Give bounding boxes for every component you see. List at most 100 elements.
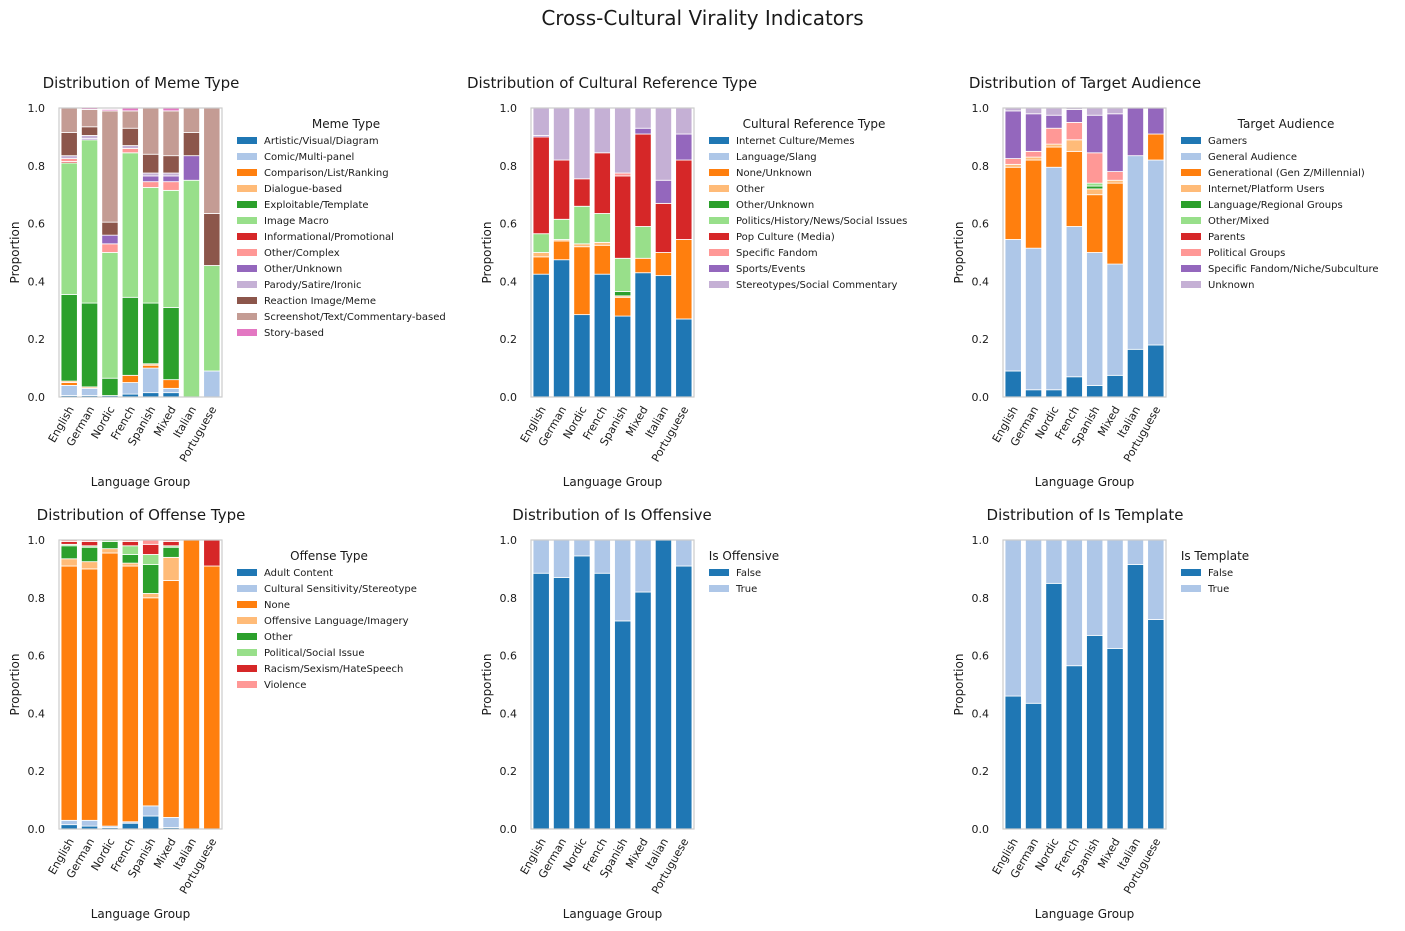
legend-label: Exploitable/Template	[264, 200, 369, 211]
bar-segment	[101, 377, 119, 396]
bar-segment	[1147, 107, 1165, 135]
bar-segment	[142, 172, 160, 177]
legend-label: None	[264, 600, 290, 611]
bar-segment	[60, 824, 78, 830]
bar-segment	[60, 162, 78, 295]
bar-segment	[81, 135, 99, 139]
bar-segment	[1065, 109, 1083, 123]
bar-segment	[162, 307, 180, 381]
bar-segment	[1086, 114, 1104, 154]
y-tick-label: 0.6	[28, 218, 46, 231]
legend-label: None/Unknown	[736, 168, 812, 179]
bar-segment	[1086, 539, 1104, 636]
y-tick-label: 1.0	[28, 102, 46, 115]
y-tick-label: 1.0	[972, 534, 990, 547]
bar-segment	[162, 387, 180, 394]
bar-segment	[121, 554, 139, 564]
bar-segment	[121, 152, 139, 298]
bar-segment	[675, 539, 693, 567]
bar-segment	[1106, 263, 1124, 376]
legend-swatch	[237, 297, 257, 304]
bar-segment	[1126, 155, 1144, 350]
bar-segment	[1025, 159, 1043, 249]
bar-segment	[81, 819, 99, 827]
bar-segment	[60, 565, 78, 821]
bar-segment	[1045, 127, 1063, 145]
bar-segment	[532, 572, 550, 830]
chart-title: Distribution of Meme Type	[43, 74, 240, 92]
bar-segment	[203, 265, 221, 372]
bar-segment	[553, 240, 571, 261]
bar-segment	[675, 318, 693, 398]
bar-segment	[634, 127, 652, 135]
bar-segment	[1126, 107, 1144, 157]
bar-segment	[593, 539, 611, 574]
bar-segment	[162, 541, 180, 547]
bar-segment	[203, 107, 221, 214]
legend-swatch	[709, 249, 729, 256]
bar-segment	[101, 234, 119, 245]
bar-segment	[162, 189, 180, 308]
bar-segment	[162, 392, 180, 398]
page-title: Cross-Cultural Virality Indicators	[541, 6, 864, 30]
y-axis-label: Proportion	[480, 654, 494, 716]
y-tick-label: 0.8	[500, 160, 518, 173]
y-tick-label: 0.8	[500, 592, 518, 605]
legend: Is Offensive False True	[709, 549, 779, 595]
bar-segment	[634, 272, 652, 398]
bar-segment	[1065, 226, 1083, 378]
bar-segment	[634, 226, 652, 259]
legend-label: Other/Unknown	[736, 200, 814, 211]
bar-segment	[60, 293, 78, 382]
bar-segment	[81, 568, 99, 821]
bar-segment	[121, 110, 139, 129]
bar-segment	[654, 179, 672, 204]
y-tick-label: 0.6	[500, 650, 518, 663]
axes-frame	[1002, 107, 1167, 398]
bar-segment	[614, 291, 632, 297]
bar-segment	[1004, 539, 1022, 697]
bar-segment	[1126, 348, 1144, 398]
bar-segment	[532, 233, 550, 253]
bar-segment	[675, 159, 693, 240]
bar-segment	[1147, 159, 1165, 346]
legend-label: Artistic/Visual/Diagram	[264, 136, 379, 147]
legend-label: Unknown	[1208, 280, 1254, 291]
bar-segment	[142, 187, 160, 304]
y-tick-label: 0.2	[500, 765, 518, 778]
legend-title: Is Template	[1181, 549, 1249, 563]
bar-segment	[573, 107, 591, 180]
bar-segment	[121, 374, 139, 383]
x-axis-label: Language Group	[1035, 907, 1135, 921]
legend-label: Political Groups	[1208, 248, 1285, 259]
legend-label: True	[1207, 584, 1229, 595]
legend-label: Other/Mixed	[1208, 216, 1269, 227]
legend-swatch	[709, 233, 729, 240]
bar-segment	[1106, 107, 1124, 115]
x-axis-label: Language Group	[1035, 475, 1135, 489]
legend-label: Parents	[1208, 232, 1245, 243]
y-tick-label: 1.0	[972, 102, 990, 115]
bar-segment	[1126, 539, 1144, 565]
bar-segment	[1045, 539, 1063, 584]
legend-label: Language/Slang	[736, 152, 817, 163]
bar-segment	[1025, 539, 1043, 704]
bar-segment	[1086, 182, 1104, 187]
y-tick-label: 0.0	[28, 391, 46, 404]
legend-swatch	[237, 137, 257, 144]
legend-label: False	[1208, 568, 1233, 579]
bar-segment	[162, 580, 180, 818]
bar-segment	[1106, 171, 1124, 181]
legend-swatch	[1181, 201, 1201, 208]
legend-swatch	[1181, 137, 1201, 144]
bar-segment	[1004, 239, 1022, 372]
bar-segment	[573, 246, 591, 316]
bar-segment	[553, 577, 571, 830]
y-tick-label: 0.0	[972, 823, 990, 836]
bar-segment	[1065, 150, 1083, 227]
bar-segment	[60, 158, 78, 162]
bar-segment	[1025, 389, 1043, 398]
bar-segment	[634, 133, 652, 227]
bar-segment	[532, 136, 550, 235]
